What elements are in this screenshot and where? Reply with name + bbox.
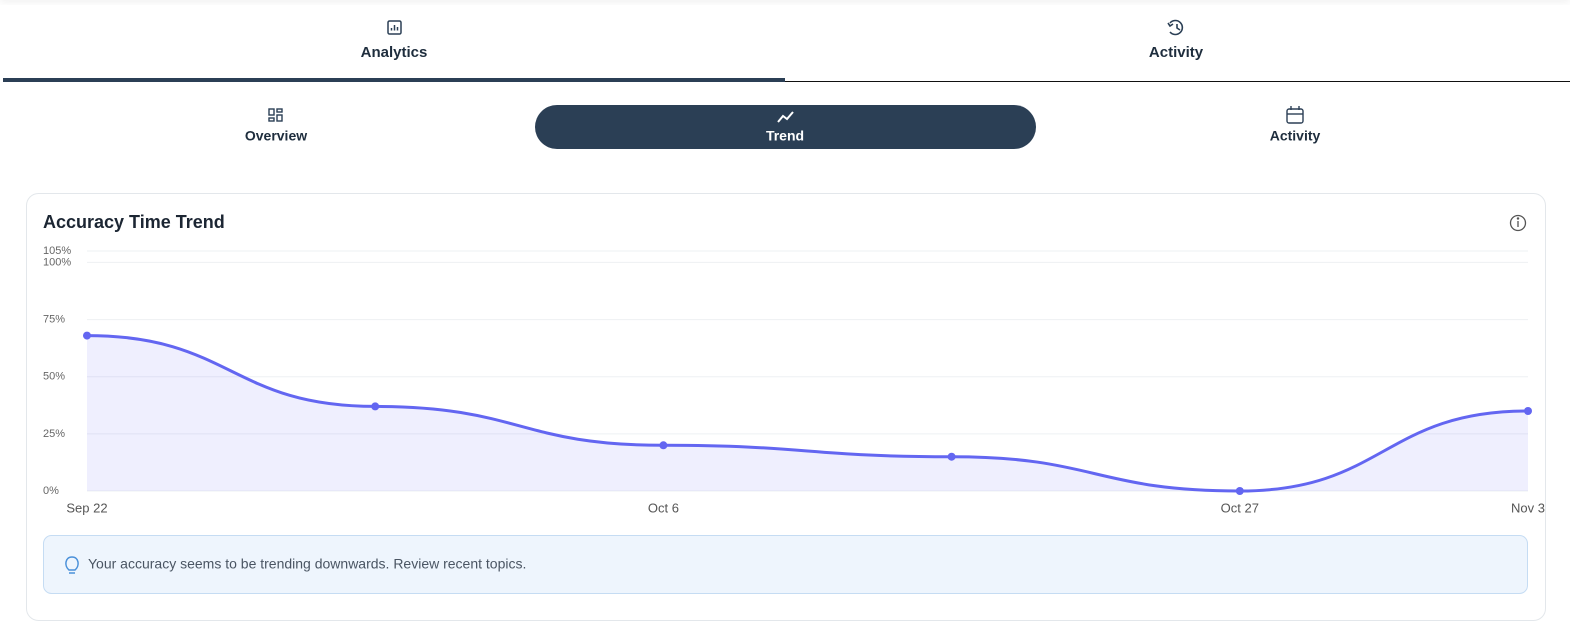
y-tick-label: 100%	[43, 256, 71, 268]
chart-title: Accuracy Time Trend	[43, 212, 225, 232]
point	[1235, 487, 1244, 495]
x-tick-label: Oct 6	[648, 500, 679, 515]
subtab-label: Trend	[766, 128, 804, 144]
bulb-icon	[65, 556, 79, 574]
subtab-trend[interactable]: Trend	[535, 105, 1036, 149]
subtab-overview[interactable]: Overview	[245, 108, 307, 144]
subtab-label: Overview	[245, 128, 307, 144]
subtab-activity[interactable]: Activity	[1270, 106, 1321, 144]
point	[947, 452, 956, 461]
y-tick-label: 105%	[43, 245, 71, 257]
history-icon	[1167, 19, 1184, 36]
point	[659, 441, 668, 450]
x-tick-label: Oct 27	[1221, 500, 1259, 515]
tab-label: Activity	[1149, 44, 1204, 61]
tab-activity[interactable]: Activity	[1149, 19, 1204, 61]
line	[86, 334, 1529, 493]
chart-card	[26, 193, 1546, 621]
chart: 0% 25% 50% 75% 100%105% Sep 22 Oct 6 Oct 27 Nov …	[43, 245, 1545, 516]
tip-text: Your accuracy seems to be trending downw…	[88, 556, 526, 572]
x-tick-label: Sep 22	[66, 500, 107, 515]
point	[83, 331, 91, 340]
analytics-icon	[387, 20, 402, 35]
y-tick-label: 75%	[43, 313, 65, 325]
area	[87, 335, 1528, 491]
point	[371, 402, 380, 411]
subtab-label: Activity	[1270, 128, 1321, 144]
y-tick-label: 0%	[43, 485, 59, 497]
overview-icon	[268, 108, 283, 122]
calendar-icon	[1286, 106, 1304, 124]
y-tick-label: 25%	[43, 428, 65, 440]
active-tab-indicator	[3, 78, 785, 82]
info-icon[interactable]	[1509, 214, 1527, 232]
y-tick-label: 50%	[43, 371, 65, 383]
tab-label: Analytics	[361, 44, 428, 61]
point	[1524, 407, 1532, 415]
x-tick-label: Nov 3	[1511, 500, 1545, 515]
tab-analytics[interactable]: Analytics	[361, 20, 428, 61]
tip-box	[43, 535, 1528, 594]
trend-icon	[777, 111, 794, 123]
active-pill	[535, 105, 1036, 149]
